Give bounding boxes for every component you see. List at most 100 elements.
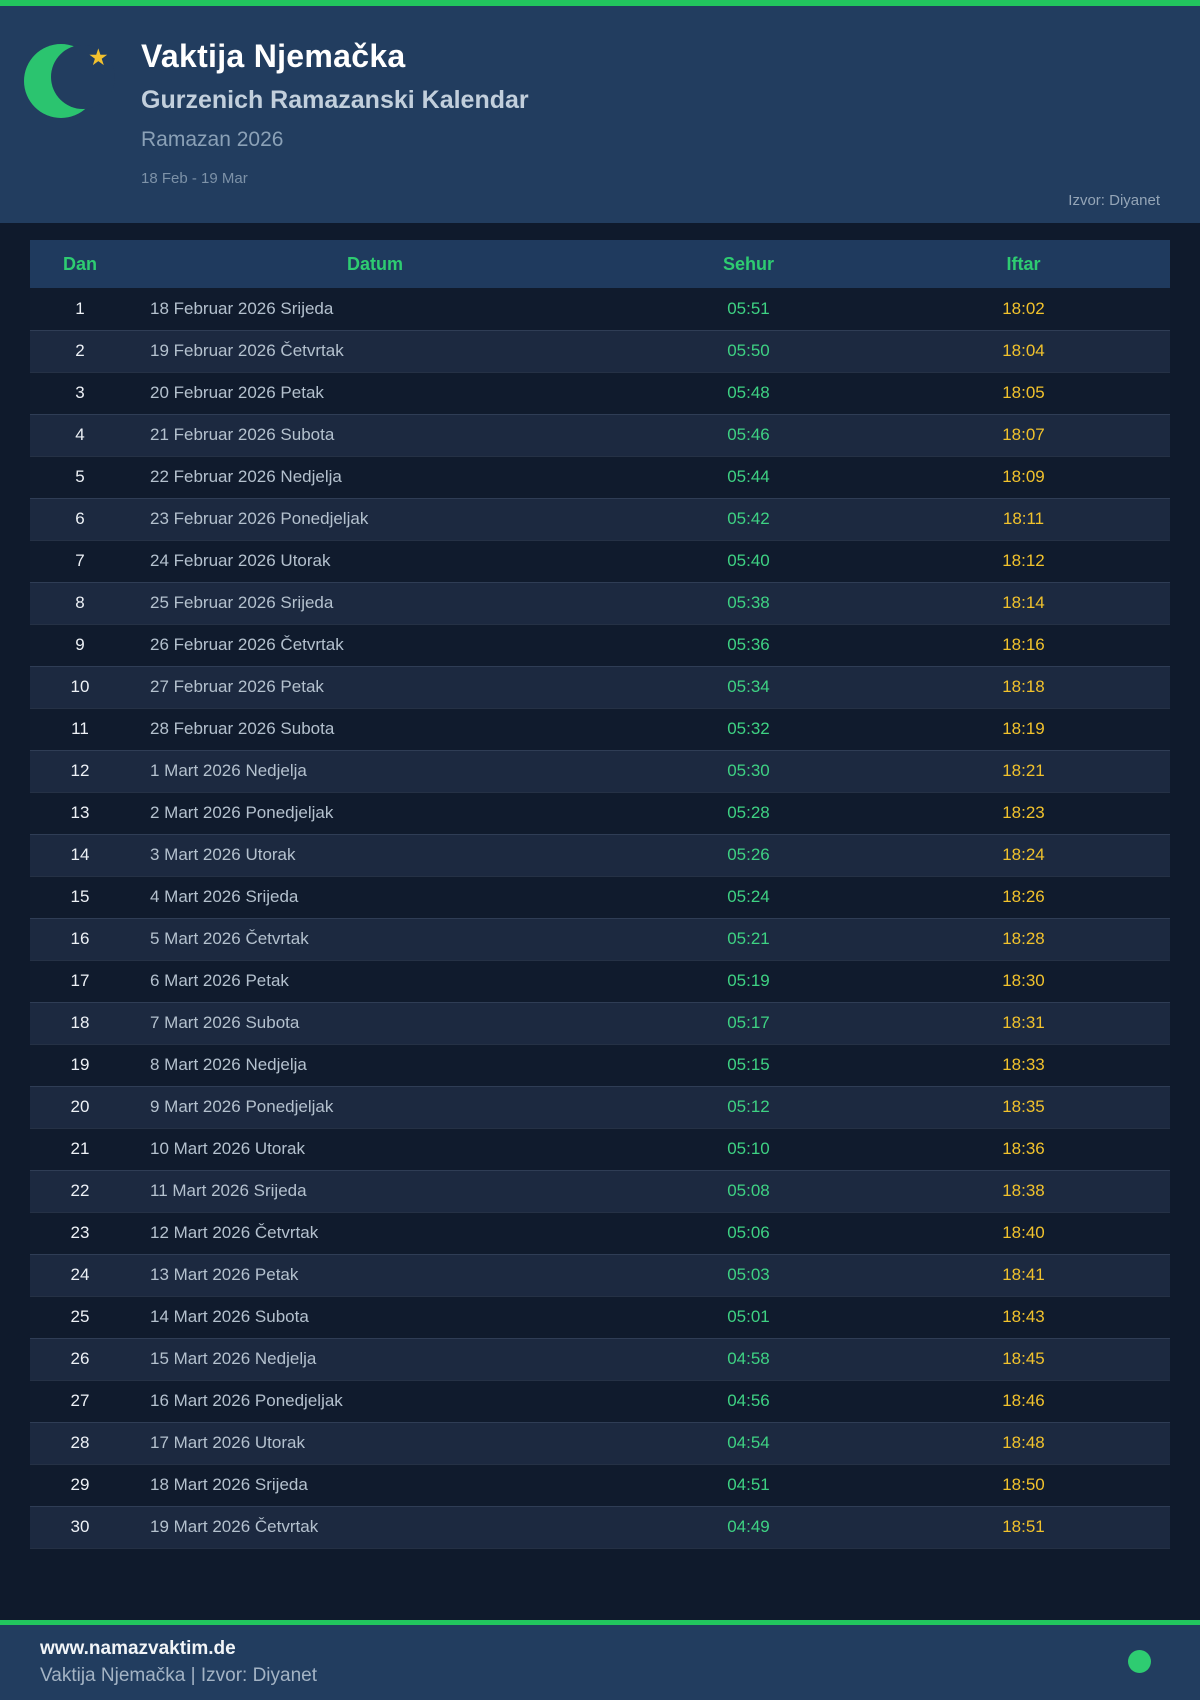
date-cell: 8 Mart 2026 Nedjelja [150,1055,307,1074]
day-number-cell: 21 [70,1139,90,1158]
date-cell: 9 Mart 2026 Ponedjeljak [150,1097,334,1116]
day-number-cell: 16 [70,929,90,948]
sehur-time-cell: 05:17 [727,1013,770,1032]
sehur-time-cell: 05:36 [727,635,770,654]
table-row: 26 15 Mart 2026 Nedjelja 04:58 18:45 [30,1338,1170,1380]
app-logo: ★ [24,40,134,150]
iftar-time-cell: 18:07 [1002,425,1045,444]
day-number-cell: 2 [75,341,85,360]
top-accent-bar [0,0,1200,6]
sehur-time-cell: 05:19 [727,971,770,990]
calendar-table-container: Dan Datum Sehur Iftar 1 18 Februar 2026 … [30,240,1170,1549]
day-number-cell: 20 [70,1097,90,1116]
table-row: 22 11 Mart 2026 Srijeda 05:08 18:38 [30,1170,1170,1212]
date-cell: 15 Mart 2026 Nedjelja [150,1349,317,1368]
date-cell: 19 Mart 2026 Četvrtak [150,1517,319,1536]
day-number-cell: 19 [70,1055,90,1074]
table-row: 2 19 Februar 2026 Četvrtak 05:50 18:04 [30,330,1170,372]
day-number-cell: 8 [75,593,85,612]
source-label: Izvor: Diyanet [1068,192,1160,209]
date-cell: 12 Mart 2026 Četvrtak [150,1223,319,1242]
day-number-cell: 10 [70,677,90,696]
crescent-moon-icon: ★ [24,44,115,118]
iftar-time-cell: 18:38 [1002,1181,1045,1200]
table-row: 19 8 Mart 2026 Nedjelja 05:15 18:33 [30,1044,1170,1086]
day-number-cell: 29 [70,1475,90,1494]
day-number-cell: 22 [70,1181,90,1200]
table-row: 29 18 Mart 2026 Srijeda 04:51 18:50 [30,1464,1170,1506]
table-row: 28 17 Mart 2026 Utorak 04:54 18:48 [30,1422,1170,1464]
day-number-cell: 27 [70,1391,90,1410]
date-cell: 7 Mart 2026 Subota [150,1013,300,1032]
date-cell: 16 Mart 2026 Ponedjeljak [150,1391,343,1410]
sehur-time-cell: 05:03 [727,1265,770,1284]
sehur-time-cell: 05:15 [727,1055,770,1074]
day-number-cell: 5 [75,467,85,486]
iftar-time-cell: 18:46 [1002,1391,1045,1410]
table-row: 3 20 Februar 2026 Petak 05:48 18:05 [30,372,1170,414]
table-row: 23 12 Mart 2026 Četvrtak 05:06 18:40 [30,1212,1170,1254]
iftar-time-cell: 18:31 [1002,1013,1045,1032]
sehur-time-cell: 05:12 [727,1097,770,1116]
sehur-time-cell: 05:21 [727,929,770,948]
header-text-block: Vaktija Njemačka Gurzenich Ramazanski Ka… [0,6,1200,187]
date-cell: 11 Mart 2026 Srijeda [150,1181,307,1200]
day-number-cell: 26 [70,1349,90,1368]
sehur-time-cell: 05:42 [727,509,770,528]
table-row: 5 22 Februar 2026 Nedjelja 05:44 18:09 [30,456,1170,498]
day-number-cell: 23 [70,1223,90,1242]
iftar-time-cell: 18:18 [1002,677,1045,696]
date-cell: 14 Mart 2026 Subota [150,1307,309,1326]
iftar-time-cell: 18:21 [1002,761,1045,780]
website-link[interactable]: www.namazvaktim.de [40,1638,236,1659]
date-cell: 18 Februar 2026 Srijeda [150,298,334,318]
iftar-time-cell: 18:50 [1002,1475,1045,1494]
iftar-time-cell: 18:02 [1002,298,1045,318]
day-number-cell: 12 [70,761,90,780]
date-cell: 1 Mart 2026 Nedjelja [150,761,307,780]
day-number-cell: 14 [70,845,90,864]
iftar-time-cell: 18:12 [1002,551,1045,570]
sehur-time-cell: 05:08 [727,1181,770,1200]
day-number-cell: 25 [70,1307,90,1326]
day-number-cell: 4 [75,425,85,444]
sehur-time-cell: 05:40 [727,551,770,570]
sehur-time-cell: 05:34 [727,677,770,696]
date-cell: 18 Mart 2026 Srijeda [150,1475,308,1494]
sehur-time-cell: 05:30 [727,761,770,780]
sehur-time-cell: 05:51 [727,298,770,318]
col-header-sehur: Sehur [620,240,877,288]
date-cell: 17 Mart 2026 Utorak [150,1433,305,1452]
sehur-time-cell: 05:46 [727,425,770,444]
page-footer: www.namazvaktim.de Vaktija Njemačka | Iz… [0,1620,1200,1700]
table-row: 1 18 Februar 2026 Srijeda 05:51 18:02 [30,288,1170,330]
sehur-time-cell: 04:49 [727,1517,770,1536]
iftar-time-cell: 18:05 [1002,383,1045,402]
sehur-time-cell: 05:32 [727,719,770,738]
sehur-time-cell: 05:44 [727,467,770,486]
day-number-cell: 28 [70,1433,90,1452]
sehur-time-cell: 04:54 [727,1433,770,1452]
sehur-time-cell: 05:24 [727,887,770,906]
sehur-time-cell: 05:50 [727,341,770,360]
col-header-dan: Dan [30,240,130,288]
iftar-time-cell: 18:35 [1002,1097,1045,1116]
date-cell: 22 Februar 2026 Nedjelja [150,467,342,486]
table-row: 16 5 Mart 2026 Četvrtak 05:21 18:28 [30,918,1170,960]
date-cell: 25 Februar 2026 Srijeda [150,593,334,612]
table-row: 25 14 Mart 2026 Subota 05:01 18:43 [30,1296,1170,1338]
date-cell: 3 Mart 2026 Utorak [150,845,296,864]
day-number-cell: 6 [75,509,85,528]
table-row: 11 28 Februar 2026 Subota 05:32 18:19 [30,708,1170,750]
table-row: 27 16 Mart 2026 Ponedjeljak 04:56 18:46 [30,1380,1170,1422]
day-number-cell: 13 [70,803,90,822]
day-number-cell: 3 [75,383,85,402]
page-subtitle: Gurzenich Ramazanski Kalendar [141,86,529,114]
date-cell: 28 Februar 2026 Subota [150,719,335,738]
sehur-time-cell: 05:48 [727,383,770,402]
iftar-time-cell: 18:19 [1002,719,1045,738]
iftar-time-cell: 18:14 [1002,593,1045,612]
day-number-cell: 7 [75,551,85,570]
iftar-time-cell: 18:16 [1002,635,1045,654]
date-cell: 10 Mart 2026 Utorak [150,1139,305,1158]
